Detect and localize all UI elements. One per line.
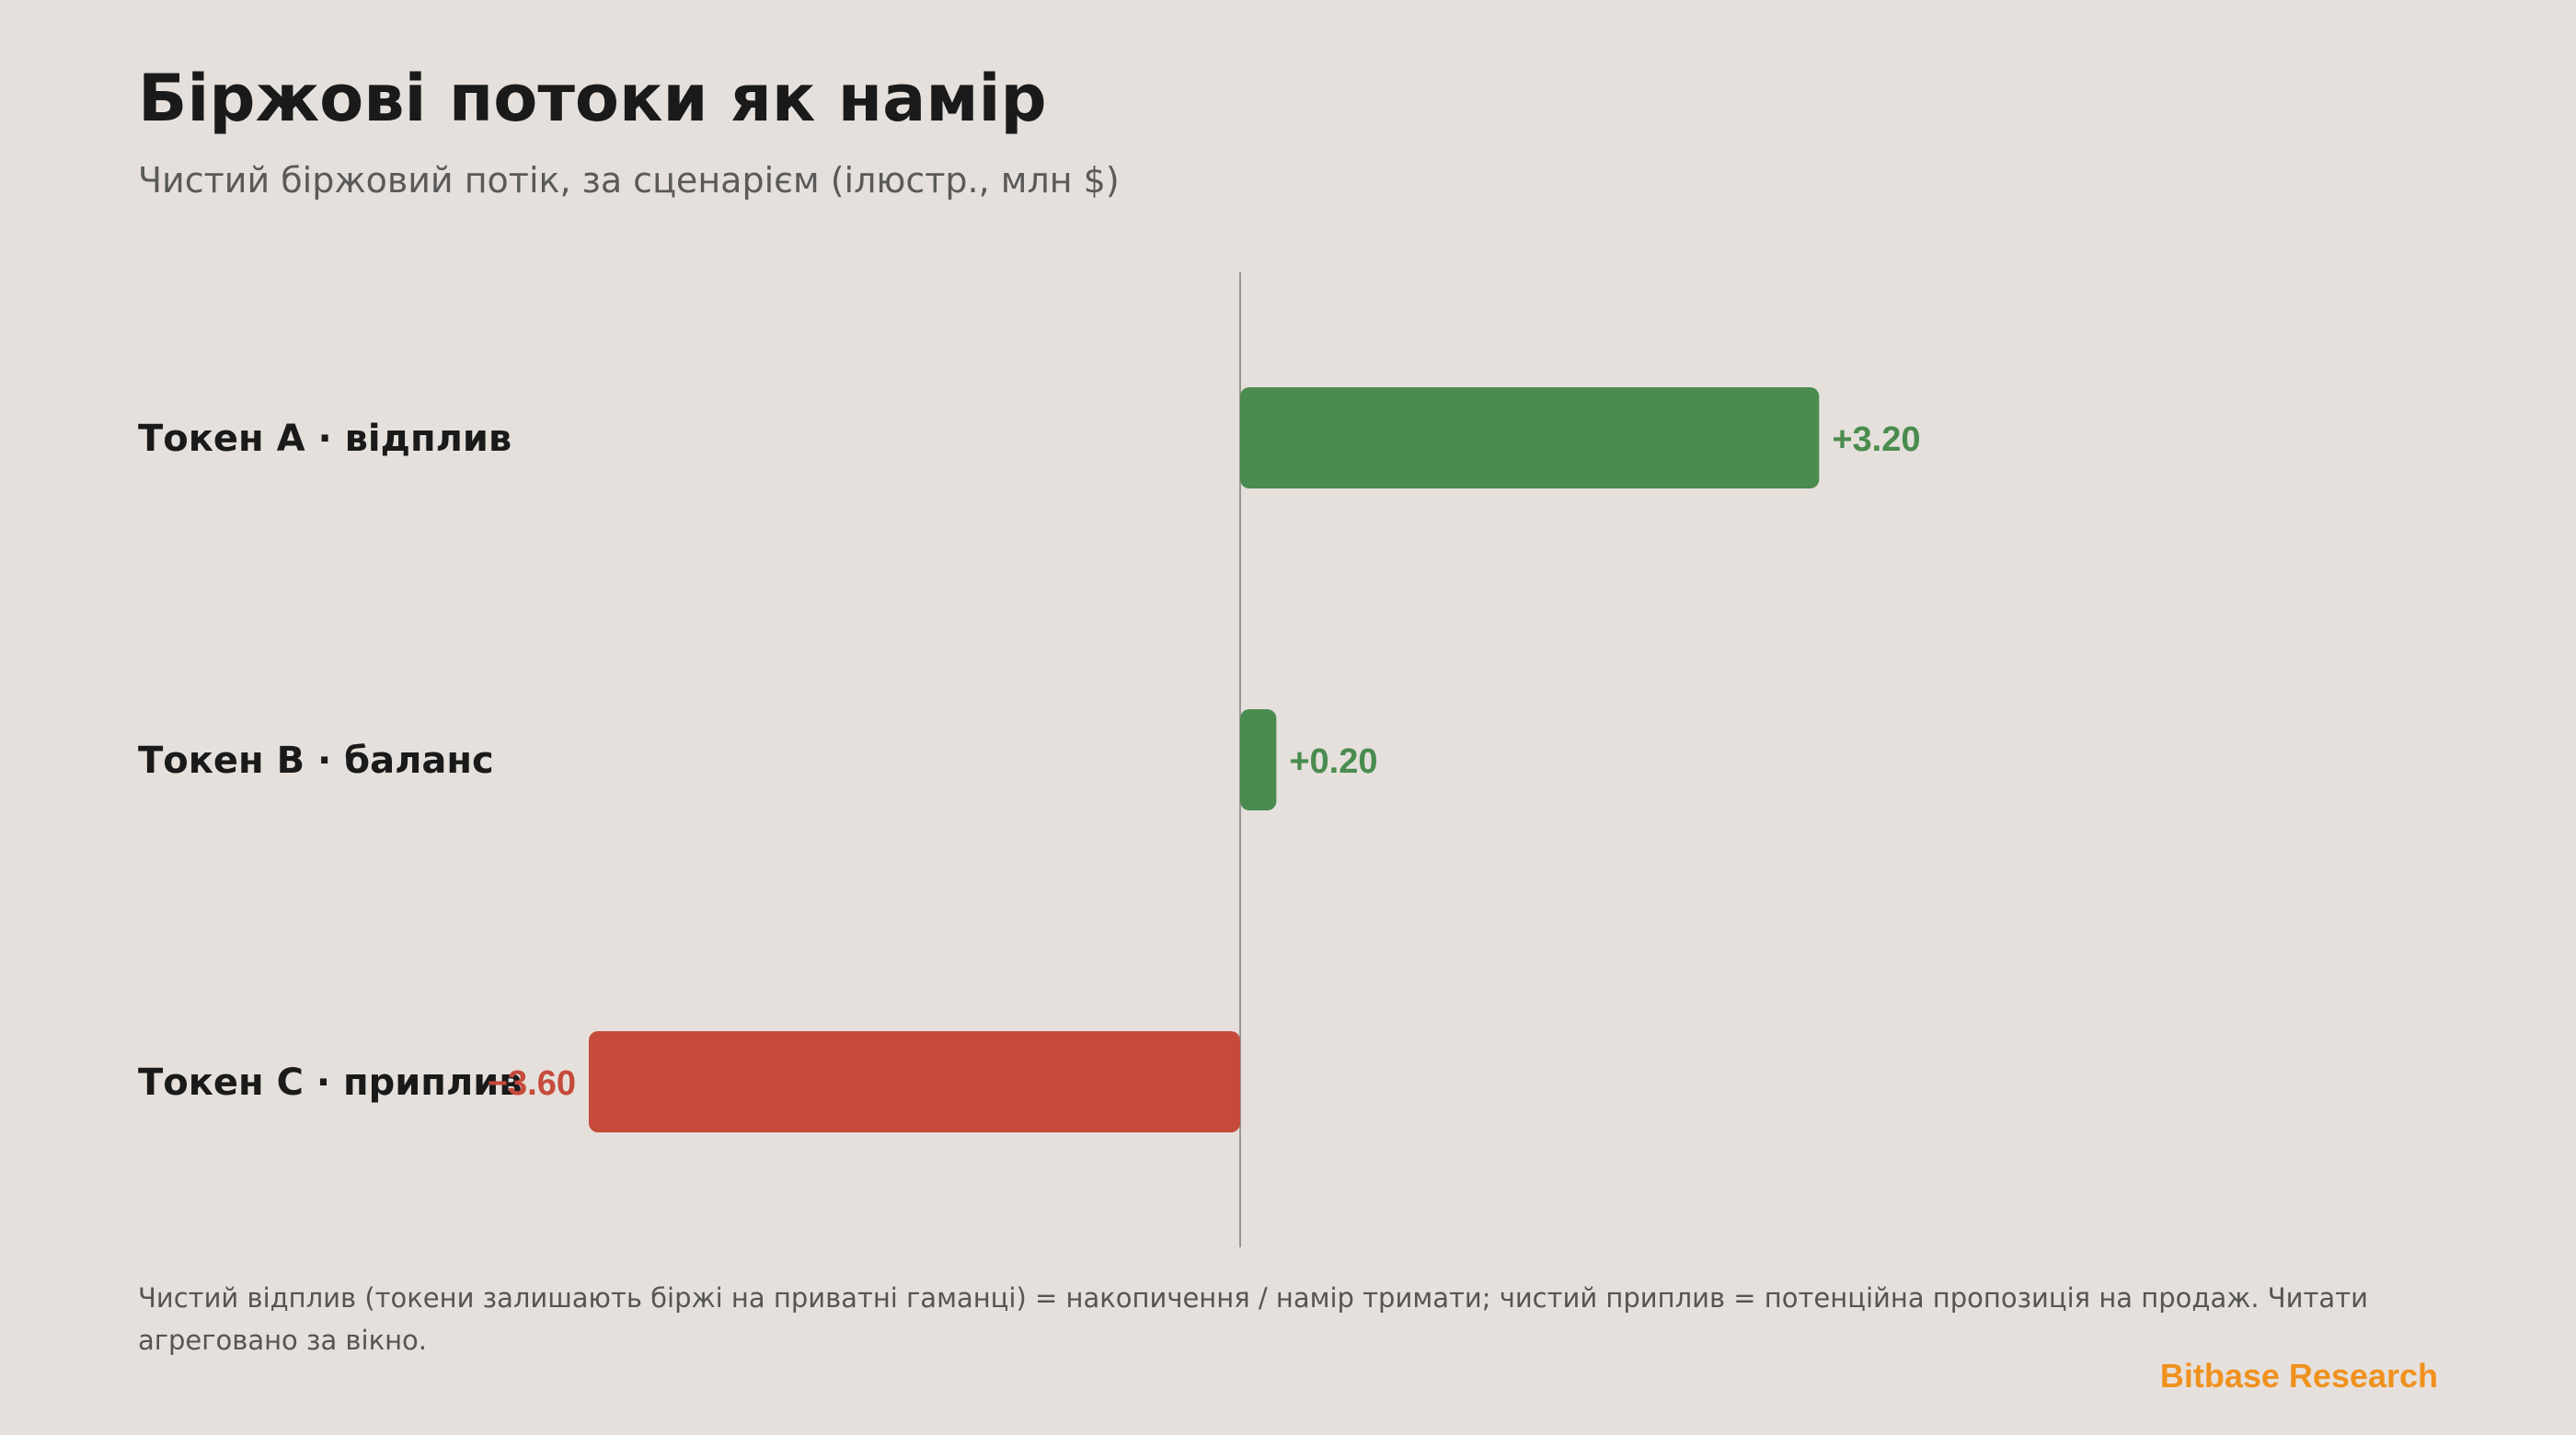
bar-chart: Токен A · відплив +3.20 Токен B · баланс +0… — [138, 272, 1920, 1247]
chart-footnote: Чистий відплив (токени залишають біржі н… — [138, 1282, 2368, 1356]
brand-logo-text: Bitbase Research — [2159, 1357, 2438, 1395]
bar — [589, 1031, 1240, 1132]
chart-title: Біржові потоки як намір — [138, 61, 1047, 136]
category-label: Токен A · відплив — [138, 418, 512, 460]
value-label: +3.20 — [1832, 420, 1920, 459]
value-label: +0.20 — [1289, 742, 1377, 781]
category-label: Токен B · баланс — [138, 740, 494, 782]
bar — [1240, 709, 1277, 810]
category-label: Токен C · приплив — [138, 1062, 523, 1104]
value-label: −3.60 — [488, 1064, 576, 1103]
bar — [1240, 387, 1820, 488]
chart-subtitle: Чистий біржовий потік, за сценарієм (ілю… — [138, 160, 1120, 201]
